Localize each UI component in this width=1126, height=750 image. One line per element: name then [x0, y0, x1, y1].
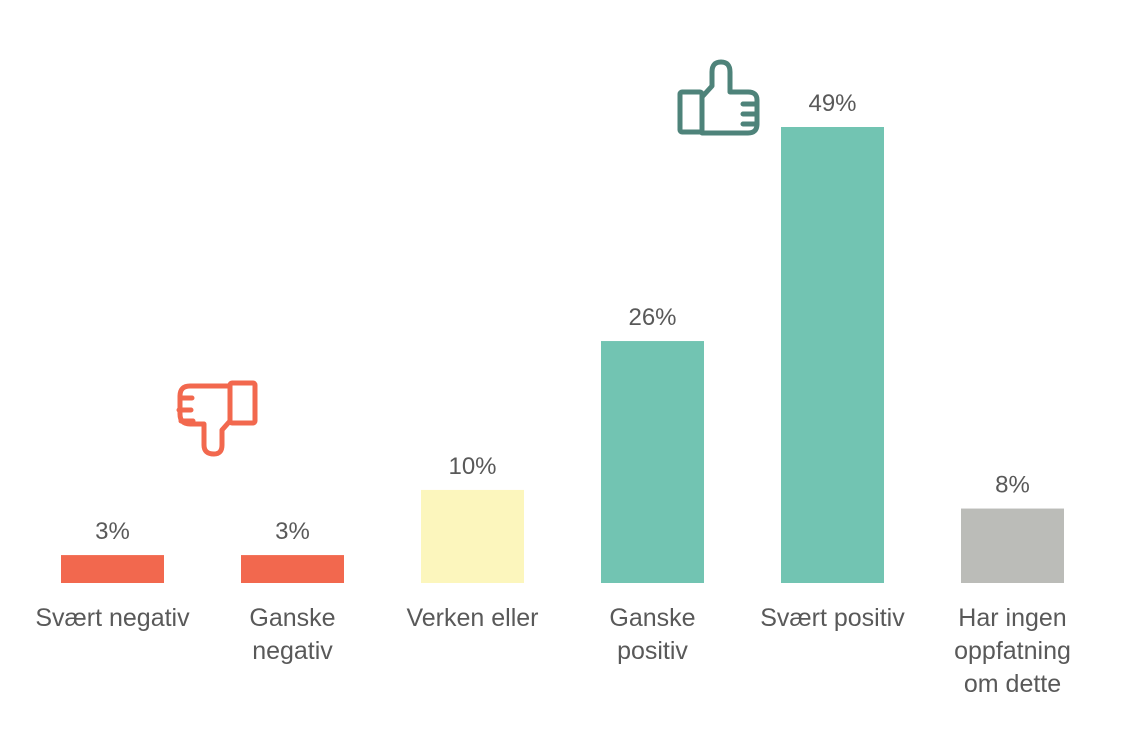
category-label: om dette — [964, 670, 1061, 698]
bar — [781, 127, 884, 583]
category-labels: Svært negativ Ganske negativ Verken eller Ga… — [35, 604, 1071, 698]
category-label: Svært negativ — [35, 604, 190, 632]
bar — [601, 341, 704, 583]
value-labels: 3% 3% 10% 26% 49% 8% — [95, 90, 1030, 545]
data-label: 8% — [995, 472, 1030, 499]
bar — [61, 555, 164, 583]
bars — [61, 127, 1064, 583]
category-label: Ganske — [609, 604, 695, 632]
category-label: positiv — [617, 637, 688, 665]
category-label: negativ — [252, 637, 333, 665]
category-label: Ganske — [249, 604, 335, 632]
category-label: oppfatning — [954, 637, 1071, 665]
data-label: 49% — [808, 90, 856, 117]
thumbs-down-icon — [176, 380, 258, 457]
category-label: Svært positiv — [760, 604, 905, 632]
bar — [421, 489, 524, 583]
thumbs-up-icon — [677, 59, 760, 136]
data-label: 3% — [275, 518, 310, 545]
category-label: Har ingen — [958, 604, 1066, 632]
data-label: 26% — [628, 304, 676, 331]
data-label: 10% — [448, 453, 496, 480]
bar — [241, 555, 344, 583]
bar — [961, 508, 1064, 583]
category-label: Verken eller — [406, 604, 538, 632]
data-label: 3% — [95, 518, 130, 545]
